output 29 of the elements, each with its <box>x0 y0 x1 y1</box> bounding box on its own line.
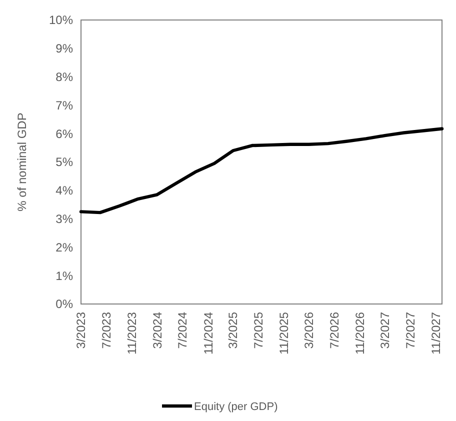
x-tick-label: 11/2026 <box>353 312 368 354</box>
y-tick-label: 1% <box>56 268 74 283</box>
x-tick-label: 7/2027 <box>403 312 418 349</box>
x-tick-label: 3/2025 <box>226 312 240 349</box>
y-tick-label: 10% <box>48 13 74 28</box>
y-tick-label: 2% <box>56 240 74 254</box>
legend-label: Equity (per GDP) <box>194 400 278 413</box>
x-tick-label: 11/2024 <box>201 312 216 354</box>
x-tick-label: 11/2025 <box>277 312 292 354</box>
y-tick-label: 4% <box>56 184 74 198</box>
x-tick-label: 7/2025 <box>252 312 266 349</box>
y-tick-label: 0% <box>56 297 74 312</box>
x-tick-label: 7/2023 <box>100 312 114 349</box>
x-tick-label: 3/2024 <box>150 312 164 349</box>
y-axis-title: % of nominal GDP <box>15 112 29 212</box>
x-tick-label: 11/2027 <box>428 312 443 354</box>
x-tick-label: 11/2023 <box>125 312 140 354</box>
x-tick-label: 3/2027 <box>378 312 392 349</box>
x-tick-label: 3/2026 <box>302 312 316 349</box>
y-tick-label: 7% <box>56 98 74 112</box>
x-tick-label: 7/2026 <box>327 312 342 349</box>
line-series <box>79 127 444 214</box>
x-tick-label: 3/2023 <box>74 312 88 349</box>
y-tick-label: 8% <box>56 70 74 84</box>
y-tick-label: 3% <box>56 212 74 226</box>
y-tick-label: 6% <box>56 126 74 141</box>
y-tick-label: 5% <box>56 155 74 170</box>
y-tick-label: 9% <box>56 42 74 56</box>
x-tick-label: 7/2024 <box>176 312 190 349</box>
